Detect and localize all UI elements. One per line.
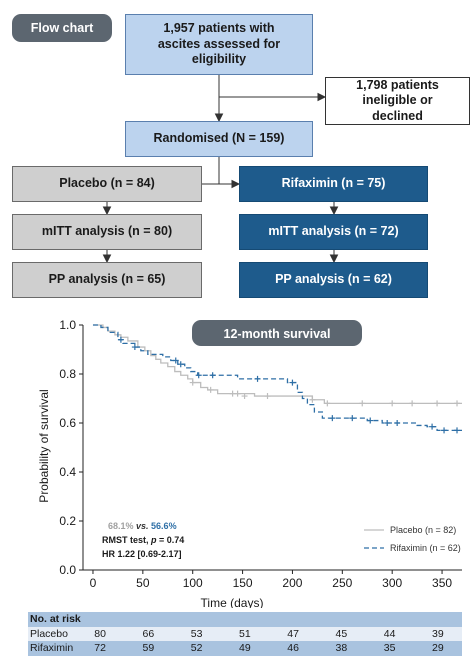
censor-mark [117, 336, 124, 343]
chart-legend: Placebo (n = 82) Rifaximin (n = 62) [364, 525, 461, 553]
censor-mark [429, 423, 436, 430]
rmst-p: p [150, 535, 157, 545]
vs-text: vs. [134, 521, 152, 531]
x-axis-label: Time (days) [201, 596, 264, 608]
rifaximin-mitt-box: mITT analysis (n = 72) [239, 214, 428, 250]
censor-mark [394, 420, 401, 426]
rifaximin-box: Rifaximin (n = 75) [239, 166, 428, 202]
risk-cell: 80 [76, 626, 125, 642]
rmst-suffix: = 0.74 [157, 535, 185, 545]
censor-mark [454, 400, 461, 407]
rmst-text: RMST test, p = 0.74 [102, 535, 184, 545]
x-tick-label: 150 [233, 576, 253, 590]
censor-mark [254, 375, 261, 382]
risk-row-label: Placebo [28, 626, 76, 642]
risk-row-placebo: Placebo 80 66 53 51 47 45 44 39 [28, 626, 462, 642]
censor-mark [177, 361, 184, 368]
risk-cell: 52 [172, 641, 221, 656]
risk-cell: 46 [269, 641, 318, 656]
x-tick-label: 350 [432, 576, 452, 590]
x-tick-label: 0 [90, 576, 97, 590]
chart-title: 12-month survival [224, 327, 331, 341]
placebo-pct: 68.1% [108, 521, 134, 531]
chart-axes: 0.0 0.2 0.4 0.6 0.8 1.0 0 50 100 150 200 250 300 350 [59, 318, 462, 590]
y-tick-label: 0.2 [59, 514, 76, 528]
ineligible-box: 1,798 patients ineligible or declined [325, 77, 470, 125]
censor-mark [384, 420, 391, 426]
x-tick-label: 300 [382, 576, 402, 590]
censor-mark [241, 393, 248, 400]
censor-mark [209, 372, 216, 379]
randomised-box: Randomised (N = 159) [125, 121, 313, 157]
risk-table: No. at risk Placebo 80 66 53 51 47 45 44… [28, 612, 462, 656]
censor-mark [367, 417, 374, 424]
risk-row-label: Rifaximin [28, 641, 76, 656]
y-axis-label: Probability of survival [37, 389, 51, 502]
censor-mark [289, 379, 296, 386]
censor-mark [434, 400, 441, 407]
risk-row-rifaximin: Rifaximin 72 59 52 49 46 38 35 29 [28, 641, 462, 656]
y-tick-label: 0.8 [59, 367, 76, 381]
risk-cell: 49 [220, 641, 269, 656]
legend-placebo-label: Placebo (n = 82) [390, 525, 456, 535]
risk-cell: 38 [317, 641, 366, 656]
survival-curves [92, 324, 462, 434]
censor-mark [349, 415, 356, 422]
censor-mark [329, 415, 336, 422]
risk-cell: 51 [220, 626, 269, 642]
y-tick-label: 1.0 [59, 318, 76, 332]
risk-cell: 66 [124, 626, 173, 642]
censor-mark [454, 427, 461, 434]
risk-cell: 72 [76, 641, 125, 656]
placebo-box: Placebo (n = 84) [12, 166, 202, 202]
x-tick-label: 50 [136, 576, 150, 590]
censor-mark [234, 390, 241, 397]
series-line-placebo [92, 324, 462, 405]
chart-title-pill [192, 320, 362, 346]
censor-mark [324, 400, 331, 407]
survival-percentages: 68.1% vs. 56.6% [108, 521, 177, 531]
flow-chart-tag: Flow chart [12, 14, 112, 42]
rifaximin-pct: 56.6% [151, 521, 177, 531]
y-tick-label: 0.4 [59, 465, 76, 479]
censor-mark [441, 427, 448, 434]
risk-table-title: No. at risk [28, 612, 462, 627]
risk-cell: 47 [269, 626, 318, 642]
hazard-ratio-text: HR 1.22 [0.69-2.17] [102, 549, 182, 559]
censor-mark [172, 357, 179, 364]
rmst-prefix: RMST test, [102, 535, 151, 545]
censor-mark [207, 386, 214, 393]
censor-mark [389, 400, 396, 407]
risk-cell: 45 [317, 626, 366, 642]
censor-mark [409, 400, 416, 407]
legend-rifaximin-label: Rifaximin (n = 62) [390, 543, 461, 553]
censor-mark [195, 372, 202, 379]
x-tick-label: 250 [332, 576, 352, 590]
risk-cell: 59 [124, 641, 173, 656]
risk-cell: 39 [413, 626, 462, 642]
y-tick-label: 0.0 [59, 563, 76, 577]
placebo-mitt-box: mITT analysis (n = 80) [12, 214, 202, 250]
risk-cell: 29 [413, 641, 462, 656]
risk-cell: 44 [365, 626, 414, 642]
censor-mark [359, 400, 366, 407]
survival-chart: 0.00.20.40.60.81.00 50 100 150 200 250 300 350 … [37, 318, 462, 608]
placebo-pp-box: PP analysis (n = 65) [12, 262, 202, 298]
censor-mark [189, 379, 196, 386]
x-tick-label: 200 [282, 576, 302, 590]
assessed-box: 1,957 patients with ascites assessed for… [125, 14, 313, 75]
x-tick-label: 100 [183, 576, 203, 590]
risk-cell: 35 [365, 641, 414, 656]
censor-mark [264, 393, 271, 400]
censor-mark [309, 396, 316, 403]
risk-table-header: No. at risk [28, 612, 462, 627]
risk-cell: 53 [172, 626, 221, 642]
y-tick-label: 0.6 [59, 416, 76, 430]
censor-mark [131, 344, 138, 351]
rifaximin-pp-box: PP analysis (n = 62) [239, 262, 428, 298]
